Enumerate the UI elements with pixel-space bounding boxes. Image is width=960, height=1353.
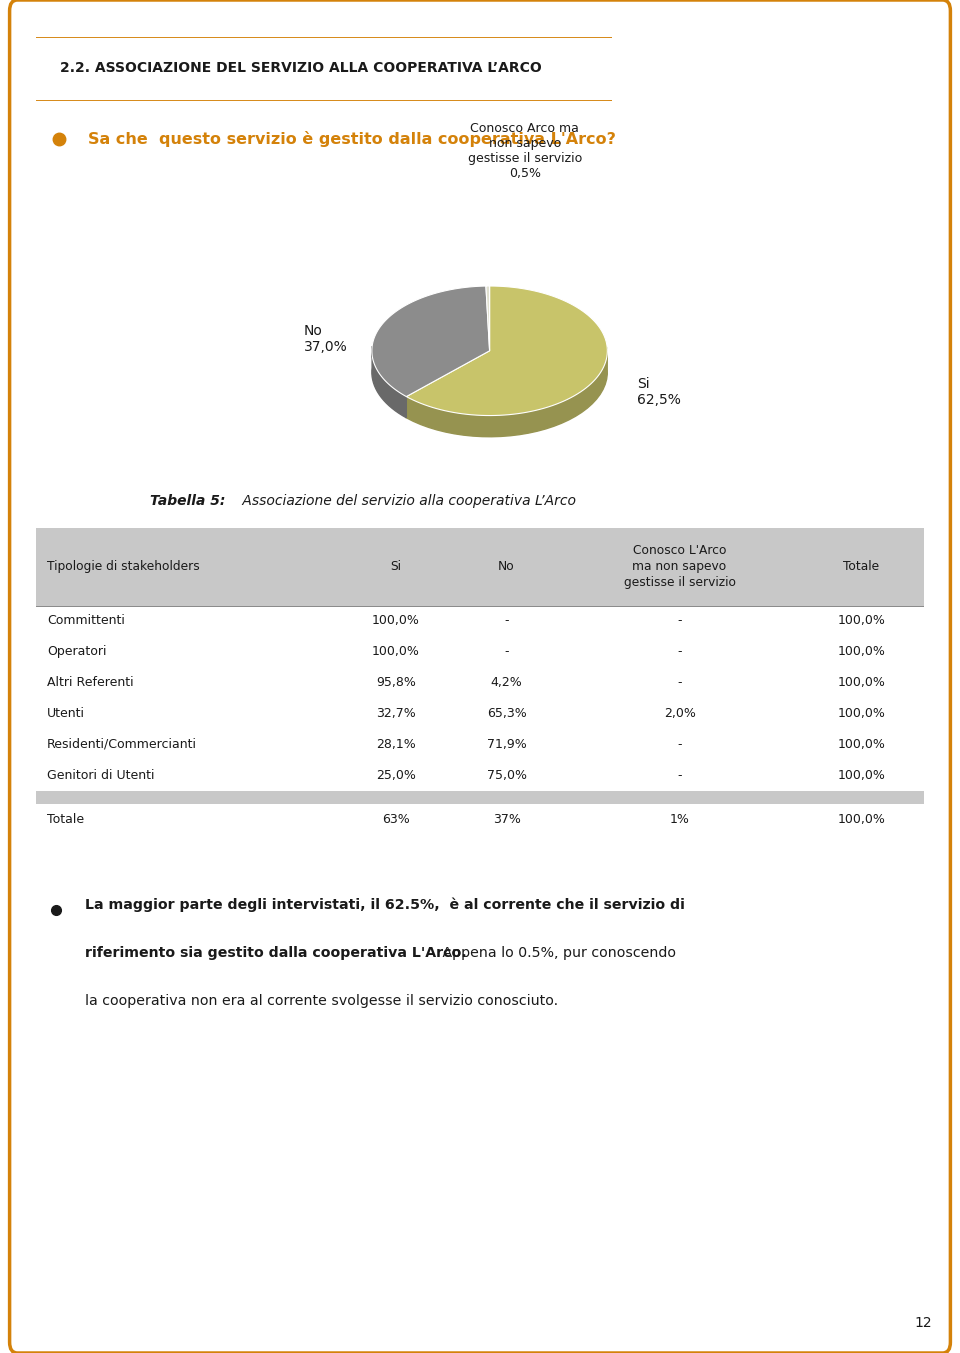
Text: Totale: Totale [844,560,879,574]
Text: 100,0%: 100,0% [837,708,885,720]
Text: 28,1%: 28,1% [376,737,416,751]
Text: Si
62,5%: Si 62,5% [636,377,681,407]
FancyBboxPatch shape [8,37,636,101]
Text: 4,2%: 4,2% [491,676,522,689]
Text: Tipologie di stakeholders: Tipologie di stakeholders [47,560,200,574]
Text: No
37,0%: No 37,0% [303,323,348,354]
Text: 100,0%: 100,0% [372,645,420,659]
Text: Genitori di Utenti: Genitori di Utenti [47,769,155,782]
Text: -: - [504,645,509,659]
Text: 32,7%: 32,7% [376,708,416,720]
Text: 100,0%: 100,0% [837,813,885,825]
Bar [36,790,924,804]
Text: Sa che  questo servizio è gestito dalla cooperativa L'Arco?: Sa che questo servizio è gestito dalla c… [87,131,615,146]
Text: 100,0%: 100,0% [837,676,885,689]
Text: Conosco L'Arco
ma non sapevo
gestisse il servizio: Conosco L'Arco ma non sapevo gestisse il… [624,544,735,589]
Text: 100,0%: 100,0% [837,737,885,751]
Text: La maggior parte degli intervistati, il 62.5%,  è al corrente che il servizio di: La maggior parte degli intervistati, il … [85,898,685,912]
Text: 100,0%: 100,0% [372,614,420,628]
Text: Totale: Totale [47,813,84,825]
Polygon shape [486,285,490,350]
Text: 100,0%: 100,0% [837,614,885,628]
Text: 25,0%: 25,0% [375,769,416,782]
Text: riferimento sia gestito dalla cooperativa L'Arco.: riferimento sia gestito dalla cooperativ… [85,946,467,961]
Text: la cooperativa non era al corrente svolgesse il servizio conosciuto.: la cooperativa non era al corrente svolg… [85,994,559,1008]
Text: 12: 12 [915,1315,932,1330]
Text: 71,9%: 71,9% [487,737,526,751]
Text: 2,0%: 2,0% [663,708,696,720]
Polygon shape [406,285,608,415]
Text: Associazione del servizio alla cooperativa L’Arco: Associazione del servizio alla cooperati… [238,494,576,509]
Text: 100,0%: 100,0% [837,769,885,782]
Text: 75,0%: 75,0% [487,769,527,782]
Text: Operatori: Operatori [47,645,107,659]
Text: 1%: 1% [670,813,689,825]
Text: 63%: 63% [382,813,410,825]
Text: No: No [498,560,515,574]
Text: 65,3%: 65,3% [487,708,526,720]
Polygon shape [372,346,406,418]
Polygon shape [372,285,490,396]
Text: -: - [678,676,682,689]
Text: Conosco Arco ma
non sapevo
gestisse il servizio
0,5%: Conosco Arco ma non sapevo gestisse il s… [468,122,582,180]
Text: -: - [678,737,682,751]
Text: Residenti/Commercianti: Residenti/Commercianti [47,737,197,751]
Text: 2.2. ASSOCIAZIONE DEL SERVIZIO ALLA COOPERATIVA L’ARCO: 2.2. ASSOCIAZIONE DEL SERVIZIO ALLA COOP… [60,61,541,74]
Text: 95,8%: 95,8% [375,676,416,689]
Text: Si: Si [390,560,401,574]
Text: -: - [678,645,682,659]
Bar [36,528,924,606]
Text: 37%: 37% [492,813,520,825]
Text: Committenti: Committenti [47,614,125,628]
Text: Altri Referenti: Altri Referenti [47,676,133,689]
Text: Appena lo 0.5%, pur conoscendo: Appena lo 0.5%, pur conoscendo [439,946,676,961]
Polygon shape [406,348,608,437]
Text: 100,0%: 100,0% [837,645,885,659]
Text: Tabella 5:: Tabella 5: [150,494,226,509]
Text: -: - [504,614,509,628]
Text: -: - [678,769,682,782]
Text: -: - [678,614,682,628]
Text: Utenti: Utenti [47,708,85,720]
